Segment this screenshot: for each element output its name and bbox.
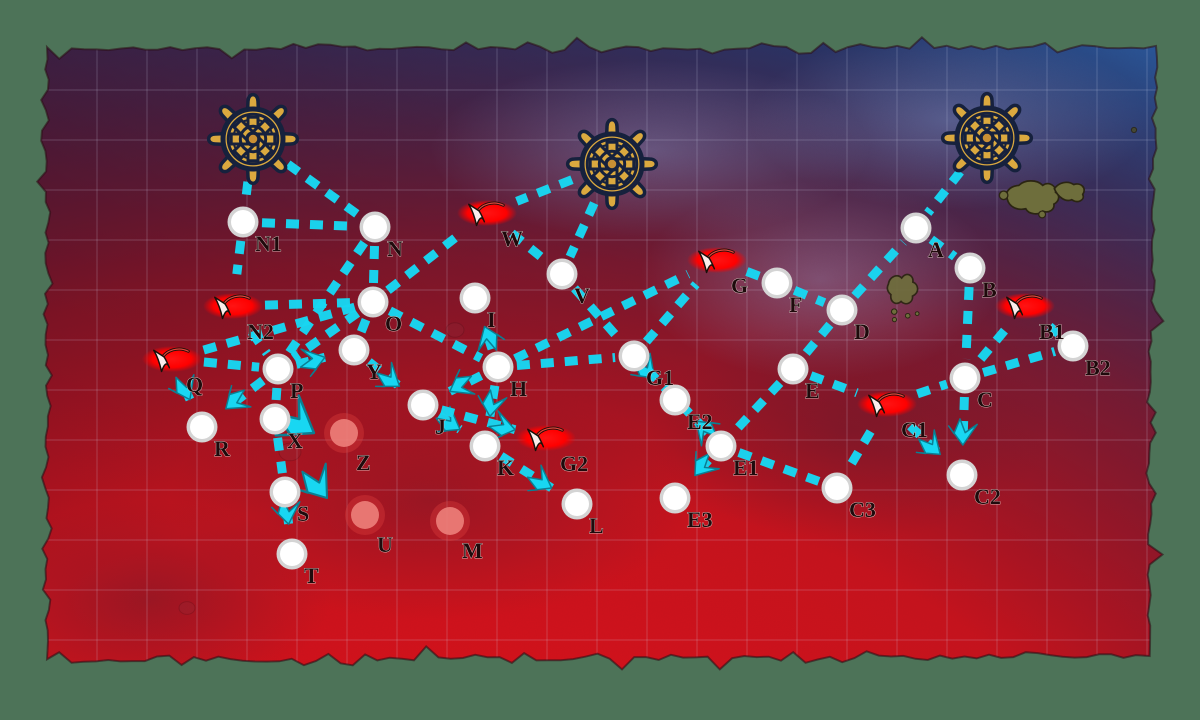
svg-text:C3: C3 <box>849 497 876 522</box>
svg-text:K: K <box>497 455 514 480</box>
svg-text:C1: C1 <box>901 417 928 442</box>
svg-text:B: B <box>982 277 997 302</box>
svg-text:E: E <box>805 378 820 403</box>
svg-text:U: U <box>377 532 393 557</box>
svg-text:X: X <box>287 428 303 453</box>
svg-text:B1: B1 <box>1039 319 1065 344</box>
svg-text:J: J <box>435 414 446 439</box>
svg-text:P: P <box>290 378 303 403</box>
svg-text:I: I <box>487 307 496 332</box>
svg-text:C2: C2 <box>974 484 1001 509</box>
svg-text:M: M <box>462 538 483 563</box>
svg-text:Z: Z <box>356 450 371 475</box>
svg-text:A: A <box>928 237 944 262</box>
svg-text:G: G <box>731 273 748 298</box>
svg-text:F: F <box>789 292 802 317</box>
svg-text:G1: G1 <box>646 365 674 390</box>
svg-text:V: V <box>574 283 590 308</box>
svg-text:H: H <box>510 376 527 401</box>
svg-text:Q: Q <box>186 372 203 397</box>
svg-text:B2: B2 <box>1085 355 1111 380</box>
svg-text:E2: E2 <box>687 409 713 434</box>
svg-text:S: S <box>297 501 309 526</box>
svg-text:D: D <box>854 319 870 344</box>
svg-text:C: C <box>977 387 993 412</box>
svg-text:N: N <box>387 236 403 261</box>
svg-text:Y: Y <box>366 359 382 384</box>
svg-text:O: O <box>385 311 402 336</box>
svg-text:W: W <box>501 226 523 251</box>
svg-text:E3: E3 <box>687 507 713 532</box>
svg-text:G2: G2 <box>560 451 588 476</box>
svg-text:E1: E1 <box>733 455 759 480</box>
svg-text:N1: N1 <box>255 231 282 256</box>
svg-text:R: R <box>214 436 231 461</box>
svg-text:N2: N2 <box>247 319 274 344</box>
svg-text:T: T <box>304 563 319 588</box>
svg-text:L: L <box>589 513 604 538</box>
